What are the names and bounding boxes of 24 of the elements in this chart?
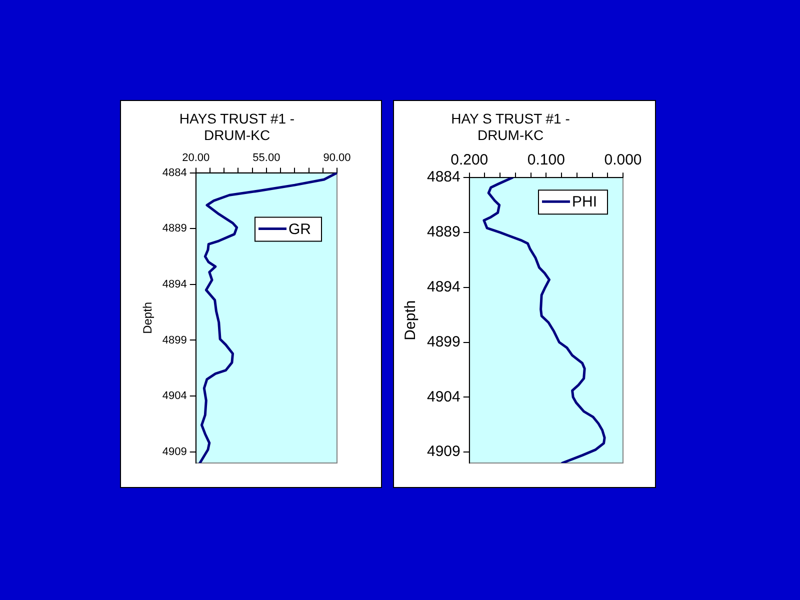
x-tick-label: 0.100 <box>527 152 565 169</box>
x-tick-label: 90.00 <box>323 152 351 164</box>
y-tick-label: 4904 <box>426 388 460 406</box>
x-tick-label: 0.000 <box>604 152 642 169</box>
y-tick-label: 4889 <box>426 224 460 241</box>
y-tick-label: 4909 <box>426 443 460 460</box>
y-axis-title: Depth <box>402 300 420 340</box>
y-tick-label: 4894 <box>162 278 187 290</box>
y-axis-title: Depth <box>140 302 155 334</box>
chart-title: HAY S TRUST #1 - DRUM-KC <box>451 110 570 144</box>
y-tick-label: 4884 <box>426 168 460 186</box>
y-tick-label: 4899 <box>426 333 460 350</box>
x-tick-label: 20.00 <box>182 152 210 164</box>
chart-title: HAYS TRUST #1 - DRUM-KC <box>179 110 295 144</box>
x-tick-label: 0.200 <box>450 152 488 169</box>
x-tick-label: 55.00 <box>252 152 280 164</box>
y-tick-label: 4909 <box>162 446 187 458</box>
y-tick-label: 4899 <box>162 334 187 346</box>
y-tick-label: 4904 <box>162 390 187 402</box>
y-tick-label: 4884 <box>162 166 187 179</box>
y-tick-label: 4889 <box>162 222 187 235</box>
legend-label: GR <box>288 220 312 238</box>
y-tick-label: 4894 <box>426 278 460 296</box>
legend-label: PHI <box>572 194 598 211</box>
